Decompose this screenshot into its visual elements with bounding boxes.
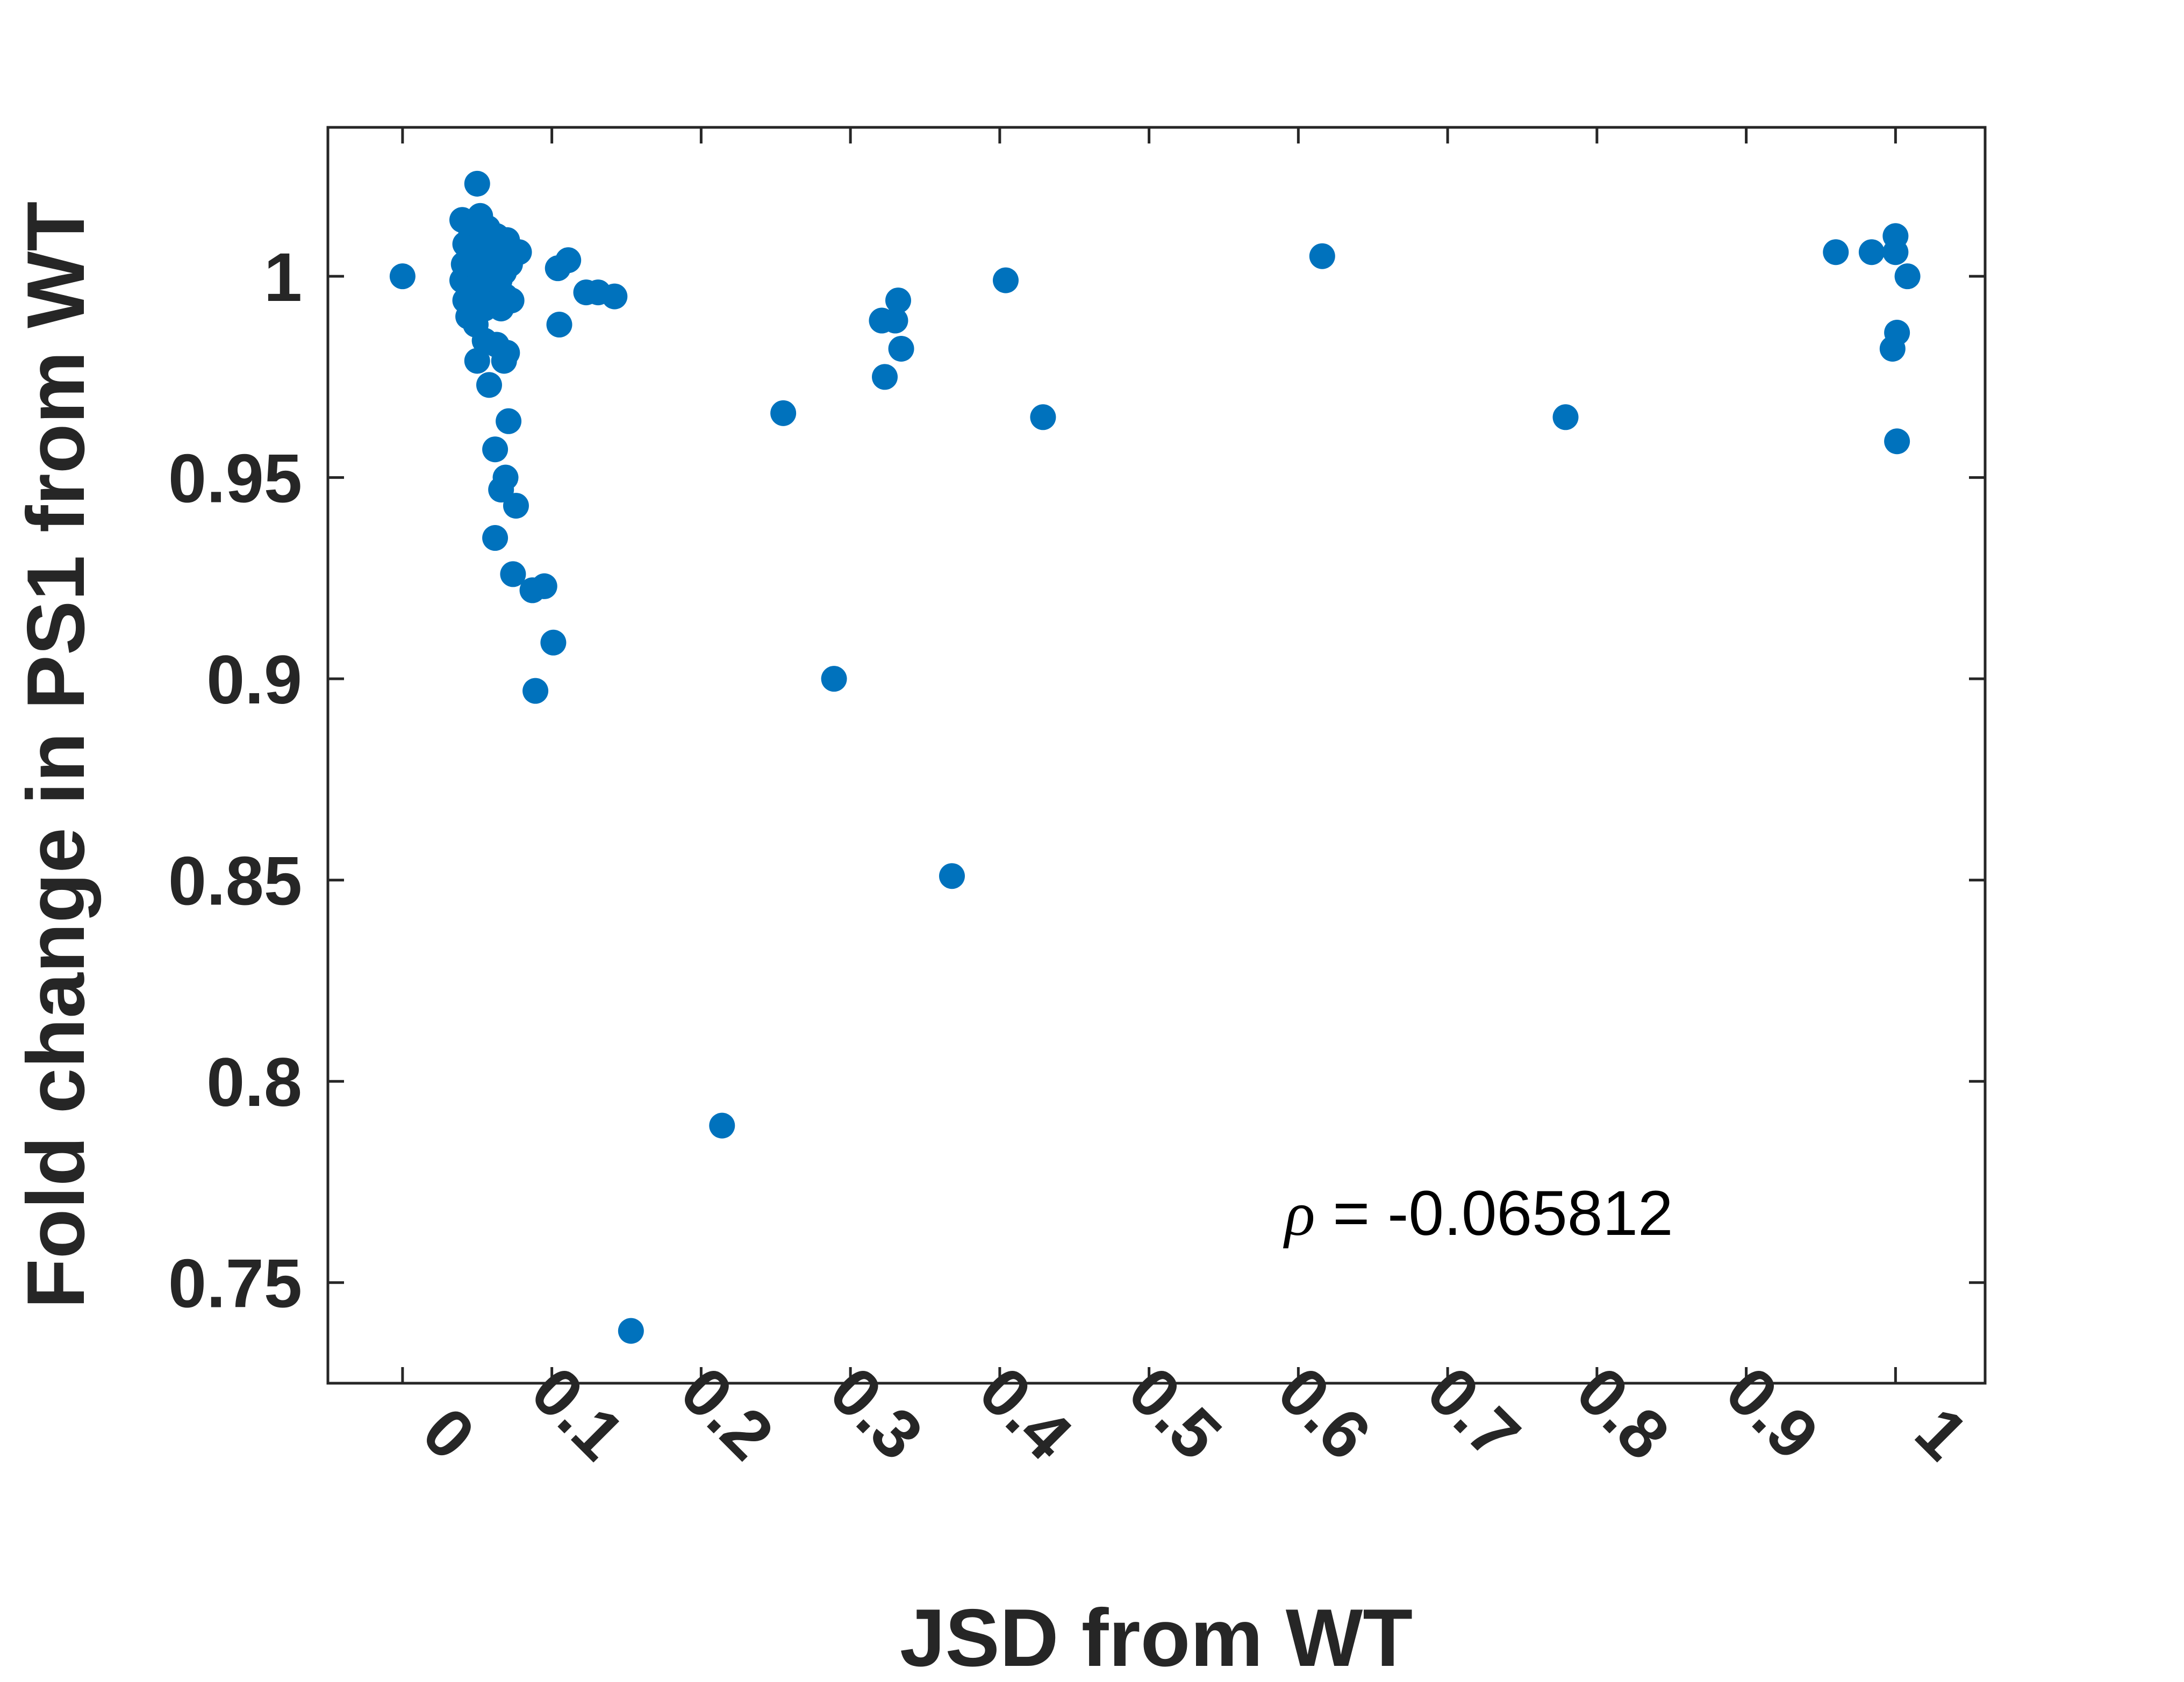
data-point <box>494 340 520 366</box>
data-point <box>482 436 509 463</box>
x-tick-label: 1 <box>1901 1393 1982 1474</box>
data-point <box>476 372 502 398</box>
x-tick-label: 0 <box>408 1393 489 1474</box>
y-tick-label: 0.8 <box>206 1044 302 1121</box>
data-point <box>531 573 557 599</box>
data-point <box>1858 239 1885 265</box>
data-point <box>476 291 502 318</box>
data-point <box>885 287 911 314</box>
data-point <box>1030 404 1056 430</box>
y-tick-labels: 0.75 0.8 0.85 0.9 0.95 1 <box>168 239 302 1322</box>
rho-value: = -0.065812 <box>1315 1178 1673 1249</box>
axis-ticks <box>328 127 1985 1383</box>
x-axis-label: JSD from WT <box>900 1592 1413 1679</box>
data-point <box>618 1318 644 1344</box>
data-point <box>871 364 898 390</box>
data-point <box>555 247 582 274</box>
data-point <box>1884 428 1910 455</box>
data-point <box>602 283 628 310</box>
y-tick-label: 0.9 <box>206 642 302 718</box>
data-point <box>709 1112 735 1139</box>
rho-symbol: ρ <box>1283 1178 1315 1249</box>
data-point <box>770 400 797 426</box>
y-axis-label: Fold change in PS1 from WT <box>10 202 102 1309</box>
correlation-annotation: ρ = -0.065812 <box>1283 1178 1673 1249</box>
data-point <box>466 271 492 298</box>
data-point <box>1823 239 1849 265</box>
data-point <box>464 170 490 197</box>
data-point <box>471 247 498 274</box>
data-point <box>992 267 1019 293</box>
data-point <box>1309 243 1335 269</box>
data-point <box>522 678 549 704</box>
data-points <box>389 170 1921 1344</box>
data-point <box>503 493 529 519</box>
y-tick-label: 0.85 <box>168 843 302 920</box>
y-tick-label: 1 <box>264 239 302 316</box>
data-point <box>546 312 572 338</box>
data-point <box>821 666 847 692</box>
data-point <box>496 408 522 434</box>
data-point <box>482 525 509 551</box>
data-point <box>888 335 914 362</box>
data-point <box>1552 404 1579 430</box>
axes-box <box>326 126 1987 1385</box>
data-point <box>1884 320 1910 346</box>
plot-area-background <box>328 127 1985 1383</box>
data-point <box>500 561 526 587</box>
data-point <box>464 348 490 374</box>
data-point <box>498 287 525 314</box>
data-point <box>939 863 965 889</box>
y-tick-label: 0.75 <box>168 1246 302 1322</box>
y-tick-label: 0.95 <box>168 441 302 517</box>
data-point <box>506 239 532 265</box>
data-point <box>882 307 908 334</box>
data-point <box>389 263 416 290</box>
data-point <box>1894 263 1921 290</box>
data-point <box>540 629 567 656</box>
data-point <box>1882 239 1909 265</box>
